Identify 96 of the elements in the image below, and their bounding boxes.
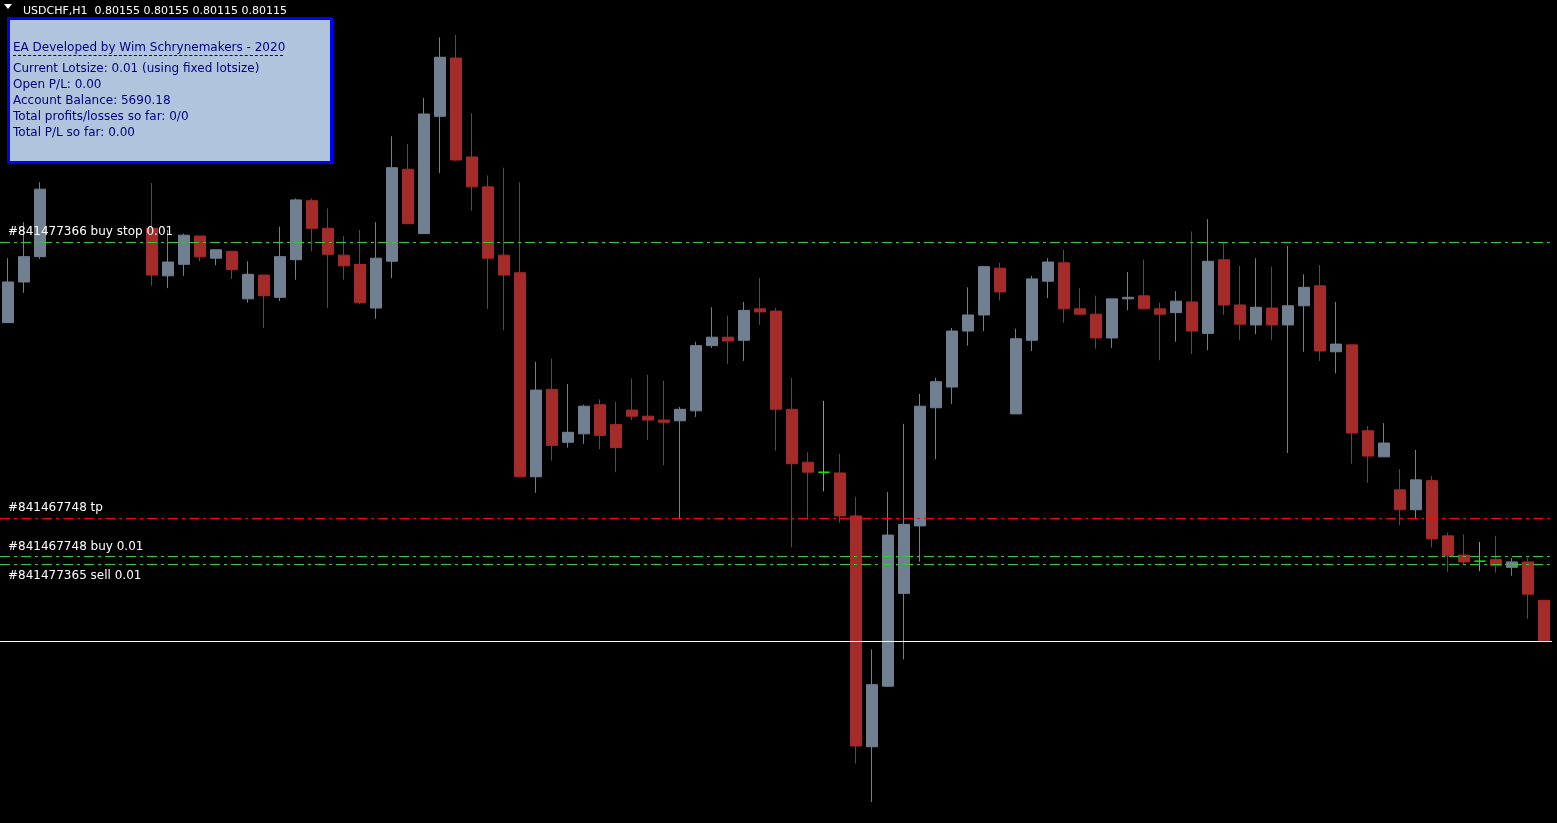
annotation: Current Lotsize: 0.01 (using fixed lotsize) (13, 60, 261, 76)
candlestick (306, 197, 318, 252)
candlestick (338, 235, 350, 281)
candlestick (1154, 302, 1166, 361)
candlestick (274, 226, 286, 302)
candlestick (546, 358, 558, 462)
candlestick (450, 34, 462, 162)
candlestick (674, 406, 686, 519)
chart-title: USDCHF,H1 0.80155 0.80155 0.80115 0.80115 (23, 4, 287, 17)
candlestick (210, 249, 222, 266)
candlestick (994, 262, 1006, 301)
candlestick (1074, 287, 1086, 315)
candlestick (786, 377, 798, 548)
candlestick (1458, 533, 1470, 565)
candlestick (1282, 245, 1294, 454)
candlestick (866, 648, 878, 803)
candlestick (370, 221, 382, 320)
ref-line-label: #841467748 tp (8, 500, 103, 515)
candlestick (1442, 532, 1454, 573)
candlestick (1042, 257, 1054, 299)
candlestick (1026, 275, 1038, 352)
candlestick (498, 167, 510, 331)
candlestick (226, 250, 238, 280)
candlestick (482, 174, 494, 310)
candlestick (802, 451, 814, 521)
candlestick (706, 306, 718, 349)
candlestick (898, 423, 910, 660)
candlestick (754, 277, 766, 326)
candlestick (626, 378, 638, 421)
annotation: Open P/L: 0.00 (13, 76, 103, 92)
candlestick (962, 286, 974, 347)
candlestick (322, 207, 334, 309)
candlestick (1394, 468, 1406, 526)
candlestick (610, 401, 622, 473)
candlestick (514, 181, 526, 478)
candlestick (1538, 599, 1550, 642)
candlestick (978, 265, 990, 332)
annotation: Total profits/losses so far: 0/0 (13, 108, 190, 124)
candlestick (594, 398, 606, 450)
candlestick (1346, 344, 1358, 465)
candlestick (914, 393, 926, 563)
candlestick (1138, 259, 1150, 310)
ref-line-label: #841467748 buy 0.01 (8, 538, 144, 553)
candlestick (1362, 425, 1374, 484)
candlestick (1490, 535, 1502, 574)
candlestick (642, 374, 654, 441)
candlestick (690, 341, 702, 418)
candlestick (1266, 266, 1278, 341)
candlestick (354, 229, 366, 305)
candlestick (1474, 541, 1486, 572)
annotation: Total P/L so far: 0.00 (13, 124, 136, 140)
candlestick (290, 197, 302, 281)
candlestick (386, 135, 398, 279)
candlestick (1298, 273, 1310, 353)
candlestick (818, 400, 830, 492)
candlestick (1522, 557, 1534, 620)
candlestick (770, 307, 782, 452)
candlestick (194, 235, 206, 262)
candlestick (1106, 298, 1118, 349)
candlestick (1250, 257, 1262, 335)
candlestick (1058, 249, 1070, 324)
annotation: Account Balance: 5690.18 (13, 92, 172, 108)
candlestick (930, 377, 942, 460)
candlestick (1010, 328, 1022, 415)
candlestick (578, 404, 590, 445)
candlestick (1378, 422, 1390, 458)
candlestick (402, 143, 414, 225)
candlestick (722, 315, 734, 365)
candlestick (850, 496, 862, 765)
candlestick (418, 97, 430, 235)
candlestick (1202, 218, 1214, 351)
candlestick (1186, 230, 1198, 355)
candlestick (242, 260, 254, 304)
candlestick (434, 36, 446, 174)
candlestick (1234, 265, 1246, 341)
candlestick (658, 380, 670, 466)
candlestick (1090, 295, 1102, 350)
candlestick (1426, 475, 1438, 548)
ref-line-label: #841477365 sell 0.01 (8, 568, 142, 583)
candlestick (882, 491, 894, 688)
candlestick (946, 327, 958, 405)
candlestick (258, 274, 270, 329)
candlestick (1170, 290, 1182, 343)
candlestick (562, 383, 574, 449)
candlestick (1122, 271, 1134, 311)
candlestick (1330, 301, 1342, 374)
candlestick (834, 453, 846, 524)
candlestick (738, 301, 750, 362)
candlestick (1218, 242, 1230, 316)
candlestick (2, 257, 14, 324)
annotation: EA Developed by Wim Schrynemakers - 2020 (13, 39, 286, 56)
candlestick (1410, 449, 1422, 519)
candlestick (466, 112, 478, 212)
candlestick (178, 233, 190, 277)
candlestick (530, 361, 542, 494)
candlestick (1314, 264, 1326, 362)
